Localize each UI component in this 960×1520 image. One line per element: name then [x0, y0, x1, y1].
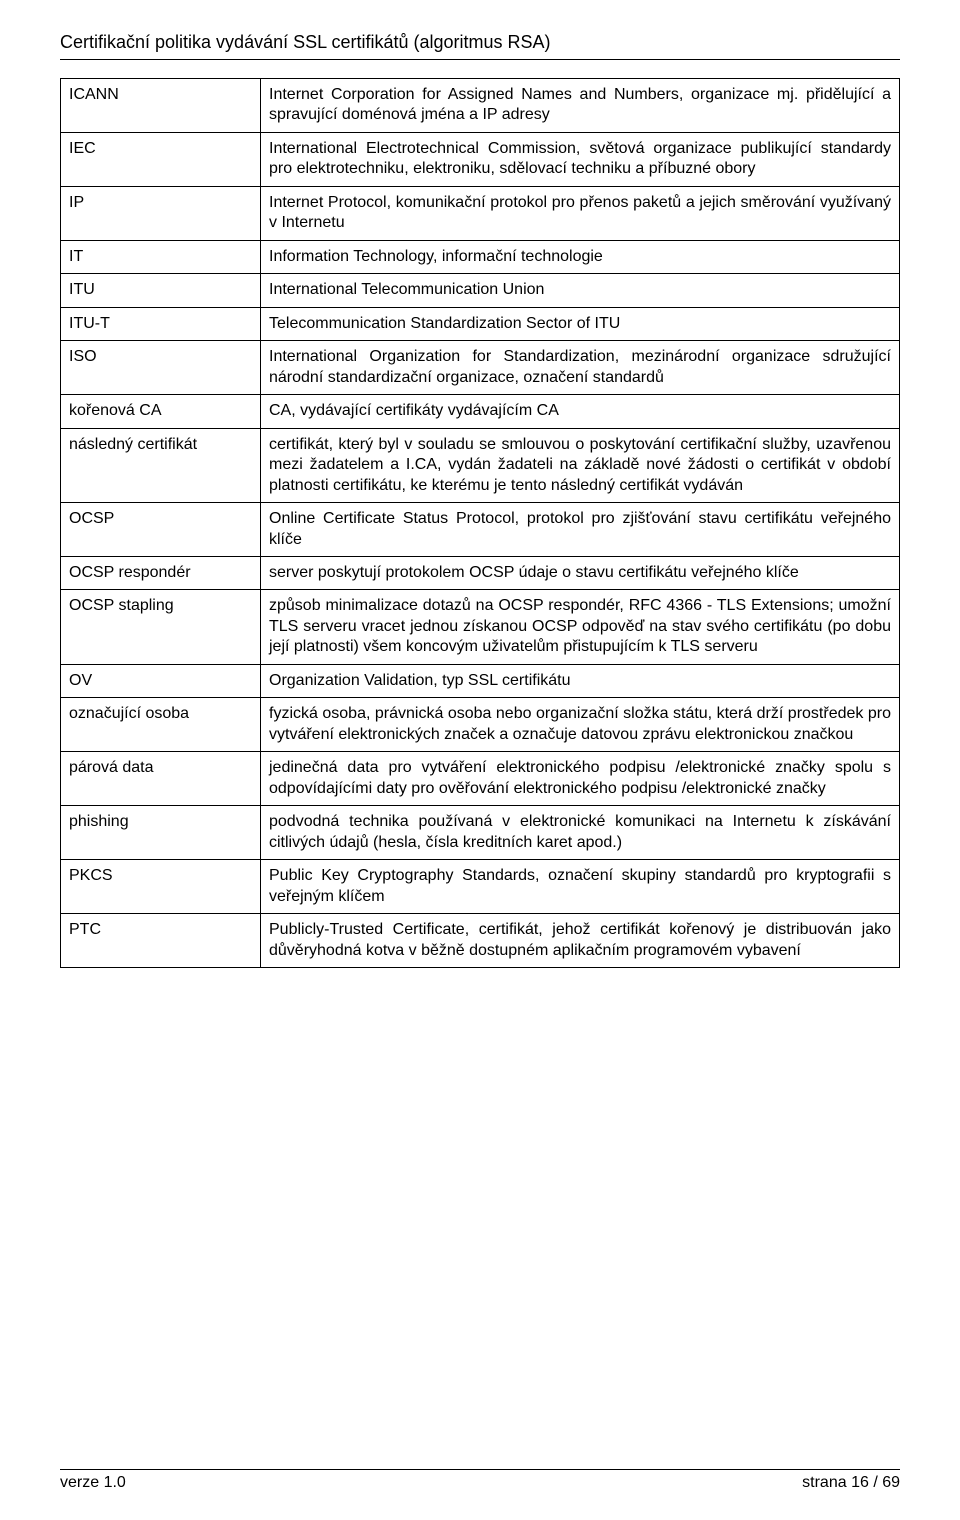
table-row: OCSPOnline Certificate Status Protocol, …: [61, 503, 900, 557]
footer-version: verze 1.0: [60, 1474, 126, 1492]
footer-page: strana 16 / 69: [802, 1474, 900, 1492]
table-row: ISOInternational Organization for Standa…: [61, 341, 900, 395]
table-row: následný certifikátcertifikát, který byl…: [61, 428, 900, 502]
definition-cell: Internet Protocol, komunikační protokol …: [261, 186, 900, 240]
term-cell: ITU-T: [61, 307, 261, 340]
table-row: ITUInternational Telecommunication Union: [61, 274, 900, 307]
table-row: ITU-TTelecommunication Standardization S…: [61, 307, 900, 340]
doc-title: Certifikační politika vydávání SSL certi…: [60, 32, 900, 53]
definition-cell: jedinečná data pro vytváření elektronick…: [261, 752, 900, 806]
definition-cell: International Organization for Standardi…: [261, 341, 900, 395]
term-cell: OCSP respondér: [61, 556, 261, 589]
term-cell: OCSP: [61, 503, 261, 557]
term-cell: OCSP stapling: [61, 590, 261, 664]
definition-cell: International Telecommunication Union: [261, 274, 900, 307]
definition-cell: fyzická osoba, právnická osoba nebo orga…: [261, 698, 900, 752]
table-row: PTCPublicly-Trusted Certificate, certifi…: [61, 914, 900, 968]
definition-cell: Publicly-Trusted Certificate, certifikát…: [261, 914, 900, 968]
footer-rule: [60, 1469, 900, 1470]
page: Certifikační politika vydávání SSL certi…: [0, 0, 960, 1008]
term-cell: OV: [61, 664, 261, 697]
definition-cell: International Electrotechnical Commissio…: [261, 132, 900, 186]
table-row: označující osobafyzická osoba, právnická…: [61, 698, 900, 752]
term-cell: PTC: [61, 914, 261, 968]
table-row: IECInternational Electrotechnical Commis…: [61, 132, 900, 186]
table-row: kořenová CACA, vydávající certifikáty vy…: [61, 395, 900, 428]
definition-cell: Organization Validation, typ SSL certifi…: [261, 664, 900, 697]
term-cell: IEC: [61, 132, 261, 186]
term-cell: párová data: [61, 752, 261, 806]
term-cell: phishing: [61, 806, 261, 860]
table-row: ICANNInternet Corporation for Assigned N…: [61, 79, 900, 133]
table-row: OVOrganization Validation, typ SSL certi…: [61, 664, 900, 697]
definition-cell: server poskytují protokolem OCSP údaje o…: [261, 556, 900, 589]
term-cell: kořenová CA: [61, 395, 261, 428]
term-cell: následný certifikát: [61, 428, 261, 502]
table-row: ITInformation Technology, informační tec…: [61, 240, 900, 273]
table-row: OCSP staplingzpůsob minimalizace dotazů …: [61, 590, 900, 664]
definition-cell: Telecommunication Standardization Sector…: [261, 307, 900, 340]
definition-cell: CA, vydávající certifikáty vydávajícím C…: [261, 395, 900, 428]
definition-cell: certifikát, který byl v souladu se smlou…: [261, 428, 900, 502]
term-cell: IP: [61, 186, 261, 240]
term-cell: ICANN: [61, 79, 261, 133]
term-cell: označující osoba: [61, 698, 261, 752]
term-cell: PKCS: [61, 860, 261, 914]
term-cell: IT: [61, 240, 261, 273]
table-row: IPInternet Protocol, komunikační protoko…: [61, 186, 900, 240]
term-cell: ITU: [61, 274, 261, 307]
title-rule: [60, 59, 900, 60]
table-row: phishingpodvodná technika používaná v el…: [61, 806, 900, 860]
definition-cell: Online Certificate Status Protocol, prot…: [261, 503, 900, 557]
definition-cell: Information Technology, informační techn…: [261, 240, 900, 273]
definition-cell: podvodná technika používaná v elektronic…: [261, 806, 900, 860]
term-cell: ISO: [61, 341, 261, 395]
table-row: PKCSPublic Key Cryptography Standards, o…: [61, 860, 900, 914]
table-row: OCSP respondérserver poskytují protokole…: [61, 556, 900, 589]
definition-cell: způsob minimalizace dotazů na OCSP respo…: [261, 590, 900, 664]
footer: verze 1.0 strana 16 / 69: [60, 1469, 900, 1492]
table-row: párová datajedinečná data pro vytváření …: [61, 752, 900, 806]
definition-cell: Public Key Cryptography Standards, označ…: [261, 860, 900, 914]
definition-cell: Internet Corporation for Assigned Names …: [261, 79, 900, 133]
definitions-table: ICANNInternet Corporation for Assigned N…: [60, 78, 900, 968]
